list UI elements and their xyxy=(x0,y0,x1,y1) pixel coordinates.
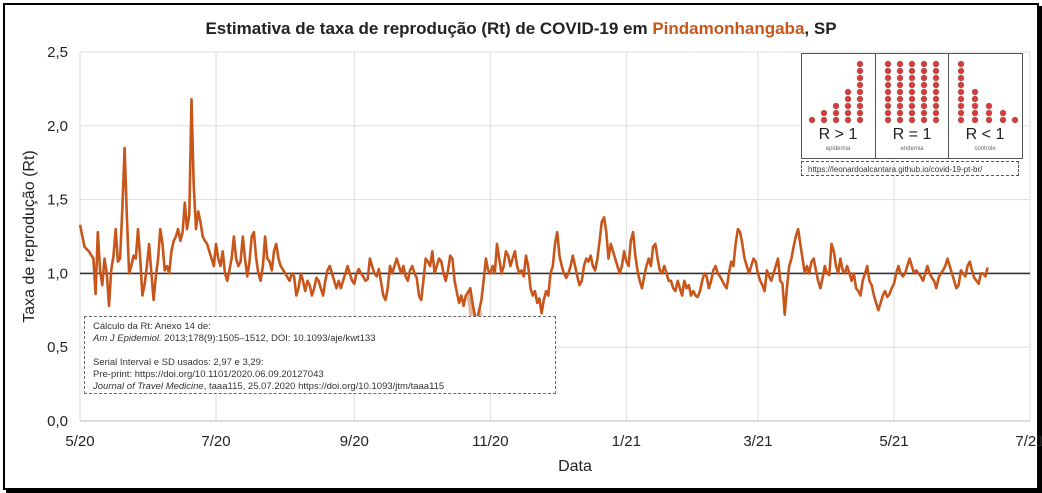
reference-citation-1: 2013;178(9):1505–1512, DOI: 10.1093/aje/… xyxy=(161,333,376,344)
panel-sub-controlled: controle xyxy=(974,146,996,152)
reference-journal-1: Am J Epidemiol. xyxy=(93,333,162,344)
reference-line-4: Pre-print: https://doi.org/10.1101/2020.… xyxy=(93,369,324,380)
panel-epidemic: R > 1 epidemia xyxy=(802,54,874,158)
y-tick-label: 2,5 xyxy=(47,44,68,61)
panel-controlled: R < 1 controle xyxy=(948,54,1021,158)
x-tick-label: 5/21 xyxy=(879,433,908,450)
panel-label-epidemic: R > 1 xyxy=(818,126,858,143)
x-tick-label: 7/20 xyxy=(201,433,230,450)
reference-line-5: Journal of Travel Medicine, taaa115, 25.… xyxy=(93,381,555,393)
x-axis-label: Data xyxy=(558,458,592,475)
x-tick-label: 1/21 xyxy=(612,433,641,450)
x-tick-label: 3/21 xyxy=(743,433,772,450)
title-prefix: Estimativa de taxa de reprodução (Rt) de… xyxy=(205,19,648,38)
title-suffix: , SP xyxy=(804,19,837,38)
reference-box: Cálculo da Rt: Anexo 14 de: Am J Epidemi… xyxy=(84,316,556,394)
rt-series-line xyxy=(78,97,989,322)
endemic-dots-icon xyxy=(884,60,940,124)
y-tick-label: 1,5 xyxy=(47,192,68,209)
reference-citation-2: , taaa115, 25.07.2020 https://doi.org/10… xyxy=(203,381,445,392)
x-tick-label: 11/20 xyxy=(472,433,508,450)
y-tick-label: 0,0 xyxy=(47,413,68,430)
source-url: https://leonardoalcantara.github.io/covi… xyxy=(801,161,1019,176)
controlled-dots-icon xyxy=(957,60,1019,124)
y-tick-label: 2,0 xyxy=(47,118,68,135)
reference-line-1: Cálculo da Rt: Anexo 14 de: xyxy=(93,321,211,332)
epidemic-dots-icon xyxy=(808,60,864,124)
y-tick-label: 1,0 xyxy=(47,265,68,282)
panel-endemic: R = 1 endemia xyxy=(875,54,948,158)
chart-title: Estimativa de taxa de reprodução (Rt) de… xyxy=(0,19,1042,39)
y-axis-label: Taxa de reprodução (Rt) xyxy=(21,150,38,323)
reference-line-3: Serial Interval e SD usados: 2,97 e 3,29… xyxy=(93,357,264,368)
x-tick-label: 9/20 xyxy=(340,433,369,450)
panel-sub-endemic: endemia xyxy=(900,146,924,152)
reference-line-2: Am J Epidemiol. 2013;178(9):1505–1512, D… xyxy=(93,333,555,345)
x-tick-label: 5/20 xyxy=(65,433,94,450)
panel-label-endemic: R = 1 xyxy=(892,126,932,143)
title-city: Pindamonhangaba xyxy=(652,19,805,38)
y-tick-label: 0,5 xyxy=(47,339,68,356)
reference-journal-2: Journal of Travel Medicine xyxy=(93,381,204,392)
r-explanation-inset: R > 1 epidemia R = 1 endemia R < 1 xyxy=(801,53,1023,159)
panel-sub-epidemic: epidemia xyxy=(825,146,851,152)
panel-label-controlled: R < 1 xyxy=(965,126,1005,143)
x-tick-label: 7/21 xyxy=(1015,433,1042,450)
